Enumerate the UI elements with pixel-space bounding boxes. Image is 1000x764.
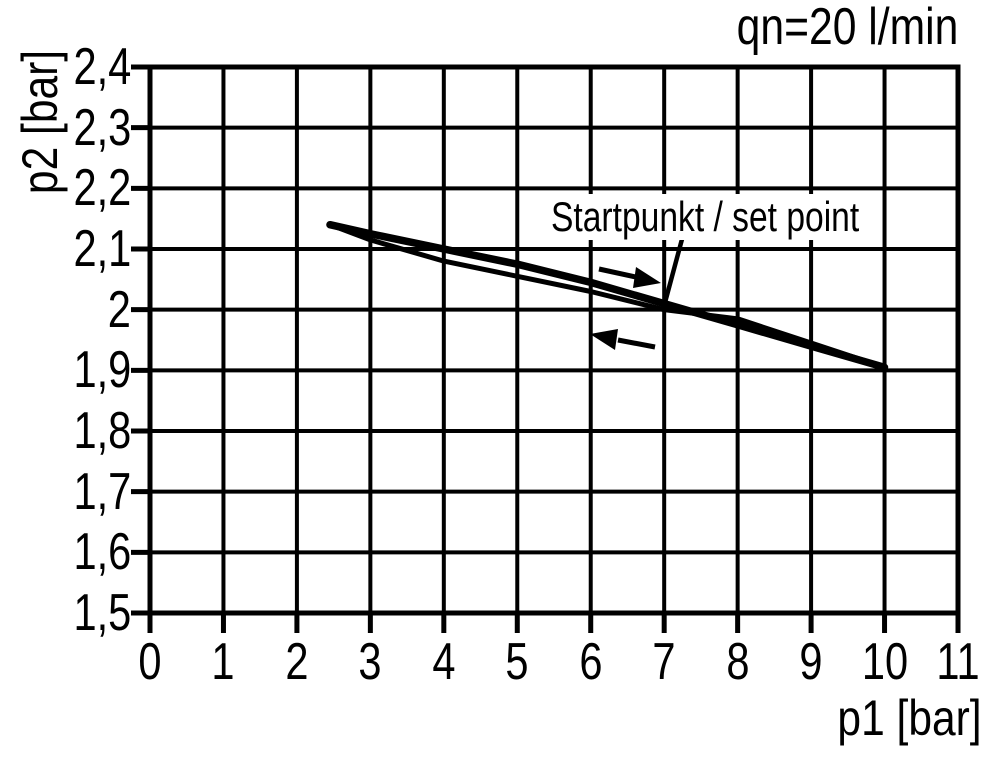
x-tick-label: 6: [579, 633, 603, 691]
x-tick-label: 9: [799, 633, 823, 691]
flow-condition-label: qn=20 l/min: [736, 0, 958, 56]
x-tick-label: 2: [285, 633, 309, 691]
y-axis-title: p2 [bar]: [11, 49, 68, 195]
curve-forward-sweep: [326, 220, 889, 372]
y-tick-label: 2: [107, 280, 131, 339]
curve-layer: [326, 220, 889, 372]
x-tick-label: 7: [652, 633, 676, 691]
x-tick-label: 10: [861, 633, 908, 691]
plot-border: [147, 64, 961, 616]
grid-layer: [131, 64, 961, 633]
direction-arrows: [590, 266, 661, 350]
x-tick-label: 3: [358, 633, 382, 691]
y-tick-label: 1,7: [73, 462, 131, 521]
y-tick-label: 1,6: [73, 523, 131, 582]
y-tick-label: 1,8: [73, 402, 131, 460]
setpoint-annotation: Startpunkt / set point: [547, 194, 864, 240]
forward-direction-arrow-icon: [598, 266, 661, 288]
y-tick-label: 1,9: [73, 341, 131, 400]
x-tick-label: 0: [138, 633, 162, 691]
x-tick-label: 8: [726, 633, 750, 691]
y-tick-label: 1,5: [73, 584, 131, 642]
annotation-leader-line: [660, 227, 688, 311]
y-tick-label: 2,3: [73, 98, 131, 157]
y-tick-label: 2,4: [73, 38, 131, 96]
y-tick-label: 2,2: [73, 159, 131, 218]
x-tick-label: 1: [211, 633, 236, 691]
y-tick-label: 2,1: [73, 220, 131, 278]
curve-return-sweep: [327, 222, 887, 370]
x-tick-label: 5: [505, 633, 529, 691]
x-tick-label: 4: [432, 633, 456, 691]
return-direction-arrow-icon: [590, 329, 656, 350]
x-axis-title: p1 [bar]: [837, 690, 982, 746]
x-tick-label: 11: [936, 633, 980, 691]
